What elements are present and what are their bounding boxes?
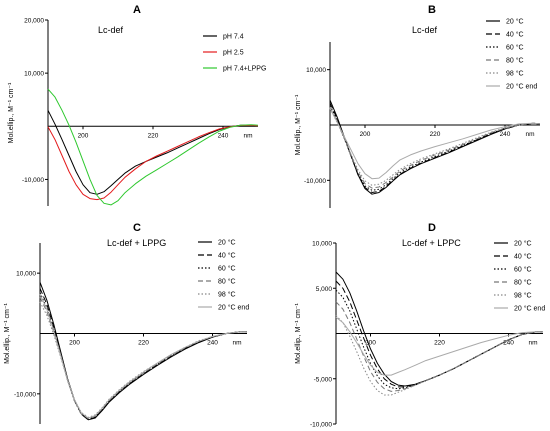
- legend-label: 98 °C: [514, 292, 532, 300]
- series-line-1: [335, 271, 543, 387]
- x-tick-label: 240: [503, 340, 514, 347]
- panel-letter: A: [133, 4, 141, 16]
- x-tick-label: 240: [218, 132, 229, 139]
- x-tick-label: 200: [365, 340, 376, 347]
- legend-label: 60 °C: [218, 265, 236, 273]
- series-line-6: [329, 108, 541, 180]
- y-tick-label: -10,000: [22, 177, 44, 184]
- panel-d: D Lc-def + LPPC -10,000 -5,000 5,000 10,000 20…: [295, 222, 545, 429]
- x-tick-label: 220: [138, 340, 149, 347]
- panel-b: B Lc-def -10,000 10,000 200 220 240 nm Mol.ellip…: [295, 4, 541, 208]
- x-tick-label: 200: [360, 131, 371, 138]
- x-tick-label: 200: [69, 340, 80, 347]
- series-line-5: [329, 108, 541, 186]
- legend-label: 20 °C: [218, 239, 236, 247]
- legend: 20 °C 40 °C 60 °C 80 °C 98 °C 20 °C end: [486, 18, 537, 91]
- panel-c: C Lc-def + LPPG -10,000 10,000 200 220 240 nm Mo…: [4, 222, 249, 424]
- x-tick-label: 240: [500, 131, 511, 138]
- legend-label: 40 °C: [514, 253, 532, 261]
- legend-label: 20 °C end: [506, 83, 537, 91]
- legend-label: 20 °C end: [218, 304, 249, 312]
- y-tick-label: 5,000: [316, 286, 333, 293]
- x-axis-label: nm: [243, 132, 252, 139]
- legend-label: 80 °C: [218, 278, 236, 286]
- x-tick-label: 220: [430, 131, 441, 138]
- legend-label: pH 7.4+LPPG: [223, 66, 266, 73]
- legend: 20 °C 40 °C 60 °C 80 °C 98 °C 20 °C end: [494, 240, 545, 313]
- series-line-1: [39, 282, 247, 421]
- y-tick-label: -10,000: [310, 422, 332, 429]
- panel-a: A Lc-def -10,000 10,000 20,000 200 220 240 nm Mol…: [8, 4, 266, 206]
- series-line-5: [335, 315, 543, 396]
- x-tick-label: 220: [148, 132, 159, 139]
- legend-label: 20 °C: [506, 18, 524, 26]
- legend-label: 20 °C: [514, 240, 532, 248]
- legend-label: 60 °C: [514, 266, 532, 274]
- legend-label: 80 °C: [506, 57, 524, 65]
- x-tick-label: 200: [78, 132, 89, 139]
- y-axis-label: Mol.ellip., M⁻¹ cm⁻¹: [295, 94, 302, 155]
- series-line-2: [39, 288, 247, 421]
- chart-title: Lc-def + LPPC: [402, 238, 461, 248]
- legend-label: 20 °C end: [514, 305, 545, 313]
- legend-label: 98 °C: [506, 70, 524, 78]
- y-tick-label: 10,000: [312, 241, 332, 248]
- x-axis-label: nm: [232, 340, 241, 347]
- y-tick-label: -10,000: [14, 391, 36, 398]
- x-tick-label: 240: [207, 340, 218, 347]
- series-line-4: [329, 107, 541, 189]
- y-axis-label: Mol.ellip., M⁻¹ cm⁻¹: [8, 82, 15, 143]
- y-tick-label: 10,000: [24, 71, 44, 78]
- x-axis-label: nm: [525, 131, 534, 138]
- legend-label: 98 °C: [218, 291, 236, 299]
- chart-title: Lc-def: [98, 25, 124, 35]
- series-line-5: [39, 301, 247, 418]
- series-line-2: [329, 102, 541, 193]
- panel-letter: B: [428, 4, 436, 16]
- series-line-3: [39, 292, 247, 420]
- legend-label: pH 2.5: [223, 50, 244, 57]
- y-tick-label: 20,000: [24, 18, 44, 25]
- x-axis-label: nm: [528, 340, 537, 347]
- chart-title: Lc-def + LPPG: [107, 238, 166, 248]
- legend: 20 °C 40 °C 60 °C 80 °C 98 °C 20 °C end: [198, 239, 249, 312]
- series-line-6: [39, 294, 247, 419]
- legend-label: pH 7.4: [223, 34, 244, 41]
- y-axis-label: Mol.ellip., M⁻¹ cm⁻¹: [4, 302, 11, 363]
- x-tick-label: 220: [434, 340, 445, 347]
- series-line-4: [39, 297, 247, 420]
- y-tick-label: -10,000: [304, 178, 326, 185]
- legend-label: 40 °C: [506, 31, 524, 39]
- series-line-2: [47, 124, 259, 201]
- series-line-3: [329, 105, 541, 191]
- y-axis-label: Mol.ellip., M⁻¹ cm⁻¹: [295, 302, 302, 363]
- legend: pH 7.4 pH 2.5 pH 7.4+LPPG: [203, 34, 266, 73]
- y-tick-label: 10,000: [16, 271, 36, 278]
- legend-label: 60 °C: [506, 44, 524, 52]
- y-tick-label: -5,000: [314, 376, 333, 383]
- panel-letter: C: [133, 222, 141, 234]
- series-line-3: [47, 88, 259, 206]
- chart-title: Lc-def: [412, 25, 438, 35]
- legend-label: 40 °C: [218, 252, 236, 260]
- legend-label: 80 °C: [514, 279, 532, 287]
- series-line-1: [47, 110, 259, 195]
- series-line-6: [335, 316, 543, 376]
- y-tick-label: 10,000: [306, 67, 326, 74]
- panel-letter: D: [428, 222, 436, 234]
